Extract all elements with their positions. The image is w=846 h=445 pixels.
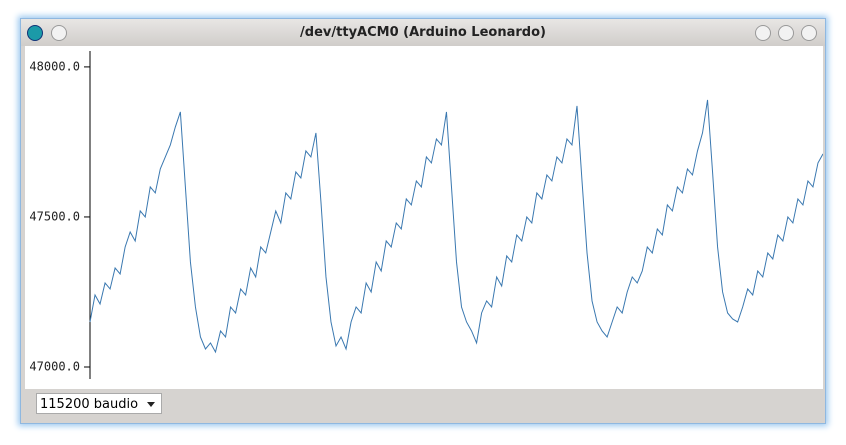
y-tick-label: 47500.0	[29, 209, 80, 223]
menu-button[interactable]	[51, 25, 67, 41]
close-button[interactable]	[801, 25, 817, 41]
y-tick-label: 48000.0	[29, 59, 80, 73]
plot-background	[25, 46, 823, 389]
data-line	[89, 99, 823, 354]
minimize-button[interactable]	[755, 25, 771, 41]
plot: 47000.0 47500.0 48000.0	[25, 46, 823, 389]
app-icon	[27, 25, 43, 41]
baud-select[interactable]: 115200 baudio	[36, 393, 162, 414]
window-title: /dev/ttyACM0 (Arduino Leonardo)	[300, 25, 546, 40]
dropdown-arrow	[147, 402, 155, 411]
window: /dev/ttyACM0 (Arduino Leonardo) 47000.0 4…	[20, 18, 826, 424]
title-bar: /dev/ttyACM0 (Arduino Leonardo)	[21, 19, 825, 46]
baud-label: 115200 baudio	[40, 397, 139, 412]
y-tick-label: 47000.0	[29, 359, 80, 373]
maximize-button[interactable]	[778, 25, 794, 41]
